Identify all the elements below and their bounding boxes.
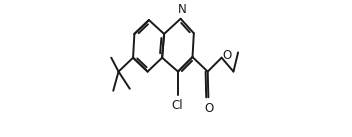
Text: Cl: Cl [171, 99, 183, 112]
Text: O: O [222, 49, 232, 62]
Text: O: O [205, 102, 214, 115]
Text: N: N [177, 3, 186, 16]
